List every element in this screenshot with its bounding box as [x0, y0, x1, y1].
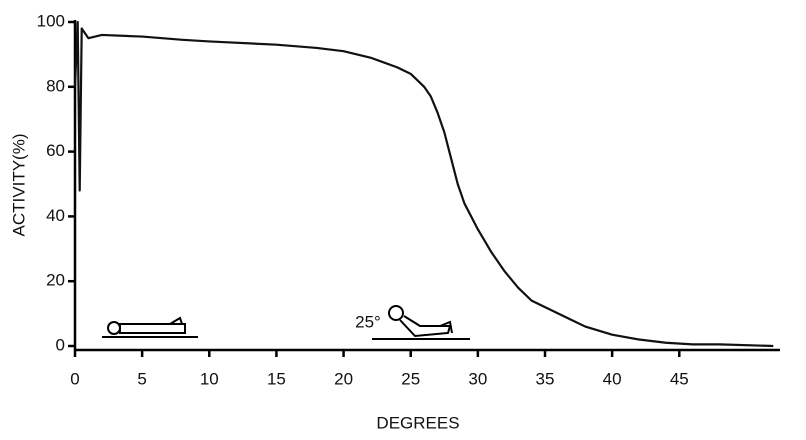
x-tick-label: 45: [670, 369, 689, 388]
y-tick-label: 60: [46, 141, 65, 160]
x-tick-label: 5: [137, 369, 146, 388]
x-axis-label: DEGREES: [376, 413, 459, 432]
x-tick-label: 10: [200, 369, 219, 388]
x-tick-label: 40: [603, 369, 622, 388]
x-tick-label: 0: [70, 369, 79, 388]
inclined-figure: [372, 305, 470, 340]
x-tick-label: 15: [267, 369, 286, 388]
x-tick-label: 25: [401, 369, 420, 388]
y-tick-label: 80: [46, 76, 65, 95]
data-line: [73, 20, 774, 348]
x-tick-label: 35: [536, 369, 555, 388]
x-tick-label: 30: [468, 369, 487, 388]
y-tick-label: 0: [56, 335, 65, 354]
lying-figure: [102, 316, 198, 338]
y-tick-label: 40: [46, 206, 65, 225]
y-axis-label: ACTIVITY(%): [9, 134, 28, 237]
y-tick-label: 20: [46, 271, 65, 290]
x-tick-label: 20: [334, 369, 353, 388]
annotation: 25°: [355, 312, 381, 331]
y-tick-label: 100: [37, 11, 65, 30]
